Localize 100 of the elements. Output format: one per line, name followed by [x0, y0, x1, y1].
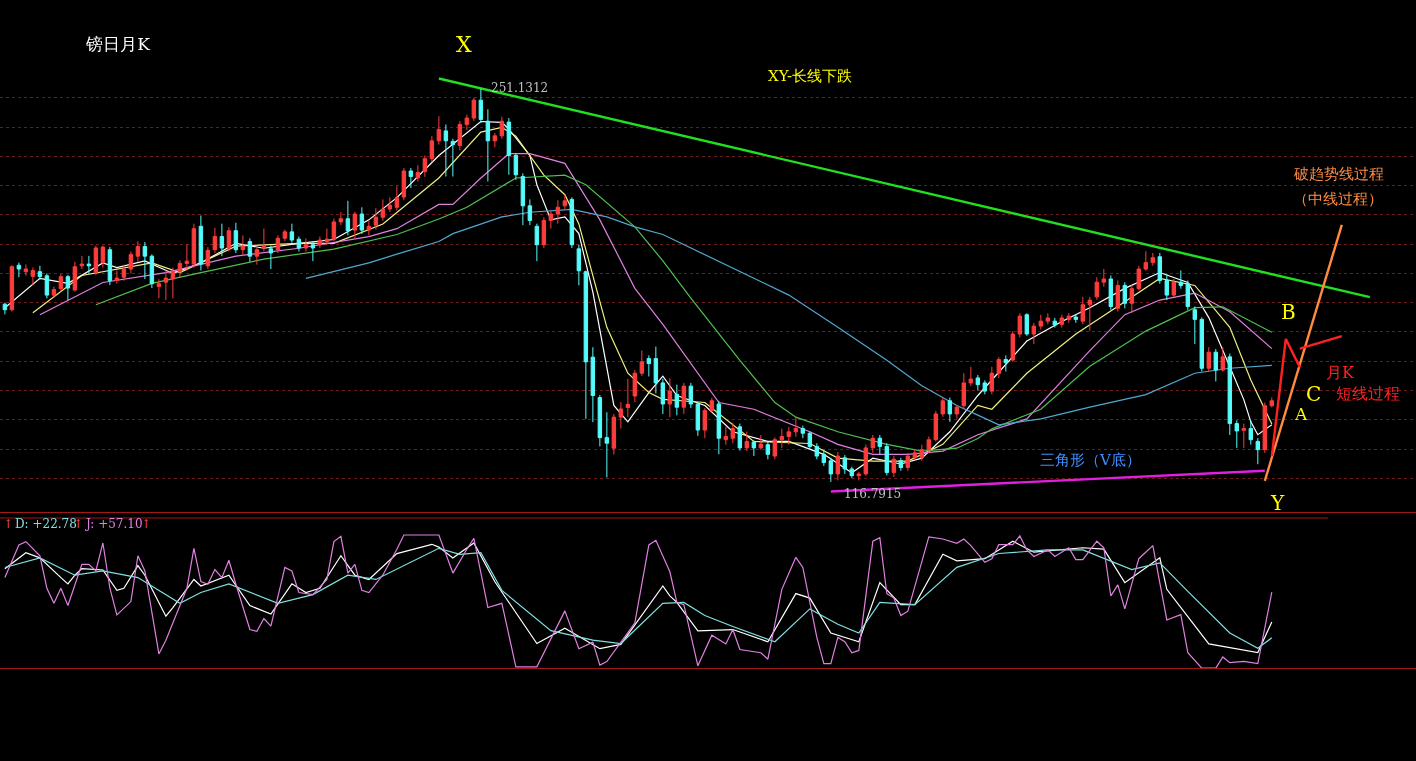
candlestick — [1234, 419, 1240, 449]
candlestick — [1010, 330, 1016, 363]
candlestick — [205, 246, 211, 270]
candlestick — [1038, 314, 1044, 330]
candlestick — [1269, 397, 1275, 408]
candlestick — [219, 223, 225, 257]
candlestick — [121, 264, 127, 282]
candlestick — [849, 466, 855, 479]
annotation: 月K — [1326, 363, 1355, 382]
candlestick — [884, 442, 890, 476]
candlestick — [373, 207, 379, 231]
candlestick — [1241, 423, 1247, 449]
candlestick — [65, 274, 71, 301]
candlestick — [926, 435, 932, 454]
candlestick — [499, 116, 505, 140]
candlestick — [310, 240, 316, 262]
candlestick — [282, 229, 288, 242]
candlestick — [1108, 274, 1114, 311]
annotation: 短线过程 — [1336, 384, 1400, 403]
candlestick — [387, 196, 393, 213]
candlestick — [366, 220, 372, 236]
candlestick — [198, 214, 204, 272]
candlestick — [1143, 250, 1149, 272]
candlestick — [1052, 317, 1058, 329]
annotation: A — [1294, 404, 1308, 424]
candlestick — [933, 410, 939, 442]
candlestick — [583, 270, 589, 420]
candlestick — [793, 416, 799, 438]
candlestick — [513, 152, 519, 181]
candlestick — [72, 261, 78, 293]
candlestick — [527, 198, 533, 226]
candlestick — [716, 400, 722, 455]
candlestick — [702, 407, 708, 439]
candlestick — [947, 397, 953, 423]
candlestick — [800, 425, 806, 439]
text: J: +57.10 — [84, 517, 143, 531]
candlestick — [660, 378, 666, 415]
candlestick — [233, 222, 239, 254]
candlestick — [177, 259, 183, 278]
candlestick — [905, 452, 911, 472]
candlestick — [1129, 284, 1135, 314]
candlestick — [1164, 273, 1170, 301]
candlestick — [877, 434, 883, 455]
candlestick — [226, 226, 232, 252]
candlestick — [401, 167, 407, 201]
text: X — [456, 32, 472, 57]
candlestick — [569, 196, 575, 249]
candlestick — [58, 273, 64, 293]
candlestick — [16, 262, 22, 278]
candlestick — [142, 241, 148, 280]
candlestick — [807, 431, 813, 451]
candlestick — [1157, 252, 1163, 285]
annotation: 破趋势线过程 — [1293, 165, 1384, 183]
text: 116.7915 — [844, 487, 902, 501]
candlestick — [9, 264, 15, 312]
candlestick — [296, 236, 302, 252]
candlestick — [520, 172, 526, 226]
candlestick — [37, 265, 43, 281]
candlestick — [954, 404, 960, 420]
candlestick — [541, 216, 547, 249]
candlestick — [1262, 402, 1268, 454]
candlestick — [1003, 354, 1009, 372]
candlestick — [184, 243, 190, 272]
candlestick — [597, 394, 603, 447]
candlestick — [163, 270, 169, 301]
candlestick — [191, 223, 197, 269]
candlestick — [1087, 296, 1093, 332]
candlestick — [394, 185, 400, 211]
candlestick — [534, 223, 540, 262]
candlestick — [1150, 252, 1156, 267]
candlestick — [730, 422, 736, 444]
candlestick — [1185, 279, 1191, 311]
candlestick — [506, 117, 512, 176]
candlestick — [114, 270, 120, 285]
candlestick — [870, 434, 876, 454]
candlestick — [275, 234, 281, 254]
candlestick — [51, 286, 57, 299]
candlestick — [982, 379, 988, 395]
candlestick — [212, 227, 218, 254]
candlestick — [828, 457, 834, 483]
annotation: C — [1306, 382, 1322, 406]
candlestick — [674, 384, 680, 416]
annotation: （中线过程） — [1293, 190, 1383, 208]
candlestick — [891, 455, 897, 478]
candlestick — [709, 397, 715, 413]
candlestick — [1171, 278, 1177, 298]
candlestick — [331, 218, 337, 243]
candlestick — [359, 206, 365, 235]
candlestick — [86, 255, 92, 275]
candlestick — [1136, 265, 1142, 291]
candlestick — [352, 211, 358, 239]
text: ↑ — [141, 517, 152, 531]
candlestick — [758, 434, 764, 451]
chart-title: 镑日月K — [85, 33, 151, 54]
candlestick — [30, 267, 36, 286]
candlestick — [681, 382, 687, 415]
candlestick — [1122, 281, 1128, 309]
candlestick — [562, 193, 568, 210]
candlestick — [380, 198, 386, 222]
candlestick — [170, 267, 176, 299]
